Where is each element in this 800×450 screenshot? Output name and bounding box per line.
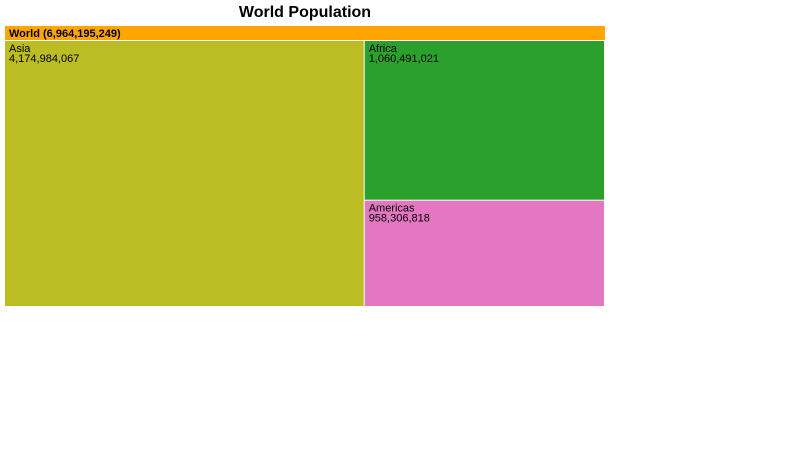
tile-rect[interactable]	[364, 200, 604, 344]
tile-label: Oceania	[597, 347, 639, 359]
tile-value: 958,306,818	[369, 213, 430, 225]
tile-label: Asia	[9, 43, 31, 55]
root-tile[interactable]	[5, 26, 605, 40]
tile-label: Americas	[369, 203, 415, 215]
tile-rect[interactable]	[364, 41, 604, 200]
tile-rect[interactable]	[365, 345, 593, 450]
tile-oceania[interactable]: Oceania	[593, 345, 639, 450]
tile-label: Africa	[369, 43, 398, 55]
tile-value: 1,060,491,021	[369, 53, 439, 65]
chart-title: World Population	[238, 4, 372, 21]
tile-rect[interactable]	[5, 41, 364, 450]
tile-value: 4,174,984,067	[9, 53, 79, 65]
tile-label: Europe	[369, 347, 404, 359]
root-label: World (6,964,195,249)	[9, 28, 121, 40]
tile-rect[interactable]	[593, 345, 604, 450]
tile-value: 732,609,380	[369, 357, 430, 369]
